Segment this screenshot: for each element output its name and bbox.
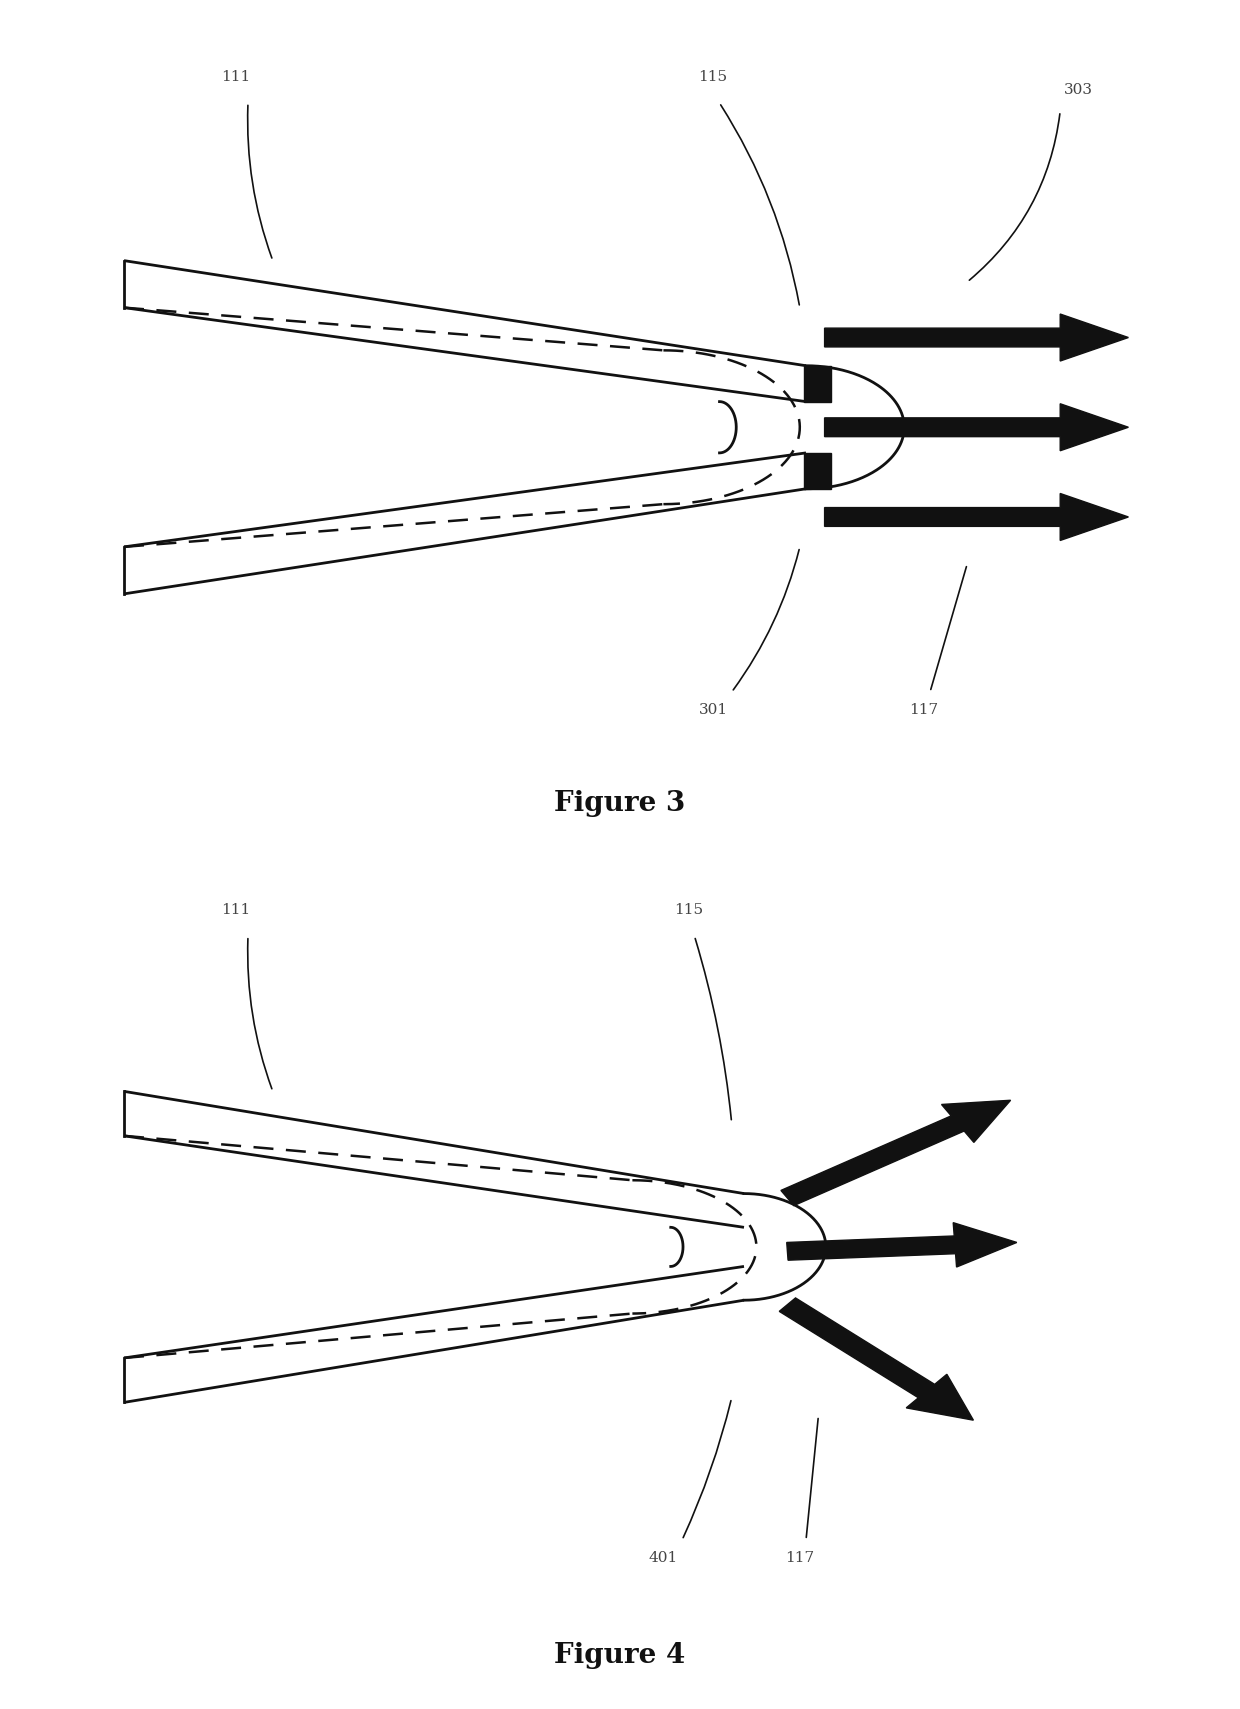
Text: Figure 3: Figure 3 xyxy=(554,790,686,817)
Text: 401: 401 xyxy=(649,1552,678,1565)
Text: 117: 117 xyxy=(785,1552,815,1565)
FancyArrow shape xyxy=(781,1101,1011,1205)
Text: 111: 111 xyxy=(221,70,250,84)
Text: 115: 115 xyxy=(673,902,703,916)
Text: 117: 117 xyxy=(909,702,939,716)
Text: 111: 111 xyxy=(221,902,250,916)
Text: 303: 303 xyxy=(1064,84,1094,97)
FancyArrow shape xyxy=(779,1297,973,1420)
Text: 115: 115 xyxy=(698,70,728,84)
FancyArrow shape xyxy=(825,494,1128,540)
Polygon shape xyxy=(804,453,831,489)
FancyArrow shape xyxy=(825,314,1128,361)
Polygon shape xyxy=(804,366,831,402)
Text: Figure 4: Figure 4 xyxy=(554,1642,686,1670)
FancyArrow shape xyxy=(825,403,1128,451)
Text: 301: 301 xyxy=(698,702,728,716)
FancyArrow shape xyxy=(786,1222,1017,1266)
